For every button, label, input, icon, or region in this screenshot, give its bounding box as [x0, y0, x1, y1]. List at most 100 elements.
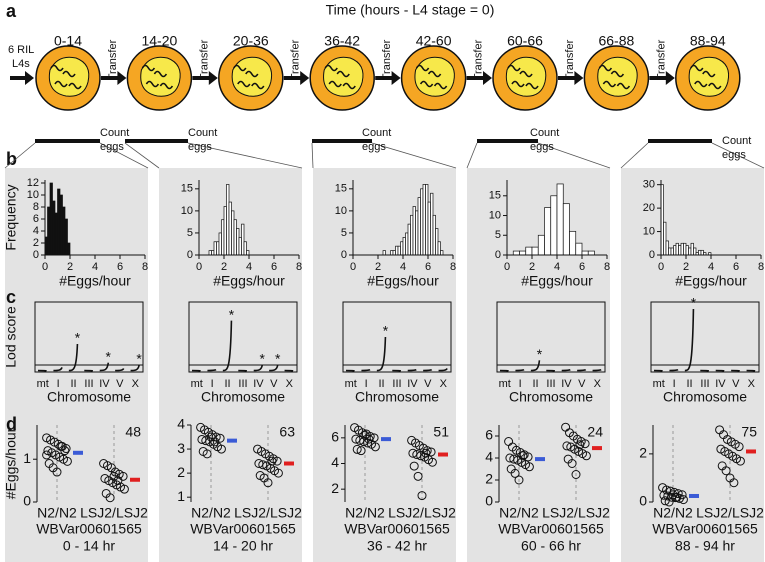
histogram-bar: [427, 201, 431, 256]
mean-marker: [746, 449, 756, 454]
arrow-head: [483, 71, 492, 85]
arrow-head: [574, 71, 584, 85]
interval-label: 66-88: [598, 33, 634, 49]
data-point: [518, 451, 528, 461]
histogram-bar: [231, 210, 235, 256]
histogram-bar: [562, 203, 570, 256]
x-tick-label: mt: [499, 378, 511, 390]
data-point: [105, 493, 115, 503]
mean-marker: [130, 477, 140, 482]
data-point: [202, 449, 212, 459]
worm: [68, 82, 82, 90]
histogram-bar: [64, 218, 68, 256]
histogram-bar: [382, 250, 386, 256]
histogram-bar: [223, 206, 227, 256]
significance-star: *: [106, 348, 112, 364]
histogram-bar: [680, 242, 684, 256]
data-point: [416, 451, 426, 461]
data-point: [61, 444, 71, 454]
x-tick-label: X: [132, 378, 140, 390]
category-label: N2/N2: [191, 505, 231, 521]
histogram-bar: [422, 184, 426, 256]
x-tick-label: I: [211, 378, 214, 390]
histogram-bar: [415, 210, 419, 256]
worm: [610, 70, 625, 78]
arrow-head: [665, 71, 675, 85]
histogram-bar: [216, 241, 220, 256]
x-tick-label: II: [379, 378, 385, 390]
data-point: [352, 444, 362, 454]
worm: [702, 70, 716, 78]
worm: [54, 80, 68, 88]
x-tick-label: 2: [375, 261, 381, 273]
x-tick-label: 8: [296, 261, 302, 273]
data-point: [672, 492, 682, 502]
transfer-label: Transfer: [198, 39, 210, 80]
data-point: [427, 457, 437, 467]
data-point: [272, 456, 282, 466]
time-label: 36 - 42 hr: [367, 538, 427, 554]
x-tick-label: V: [732, 378, 740, 390]
category-label: LSJ2/LSJ2: [234, 505, 302, 521]
significance-star: *: [537, 346, 543, 362]
count-label: Count: [100, 127, 129, 139]
x-tick-label: IV: [561, 378, 572, 390]
y-tick-label: 4: [485, 449, 493, 465]
histogram-bar: [531, 246, 539, 256]
category-label: LSJ2/LSJ2: [542, 505, 610, 521]
connector: [620, 142, 649, 169]
mean-marker: [73, 450, 83, 455]
lod-curve: [68, 343, 79, 372]
x-axis-label: #Eggs/hour: [59, 273, 131, 289]
histogram-bar: [412, 206, 416, 256]
x-tick-label: X: [286, 378, 294, 390]
lod-curve: [130, 364, 140, 372]
histogram-bar: [575, 242, 583, 256]
x-tick-label: III: [392, 378, 401, 390]
x-tick-label: II: [225, 378, 231, 390]
worm: [145, 80, 160, 88]
lod-curve: [530, 360, 541, 372]
data-point: [52, 467, 62, 477]
worm: [159, 82, 174, 90]
category-label: N2/N2: [653, 505, 693, 521]
x-axis-label: Chromosome: [509, 389, 593, 405]
x-tick-label: 4: [708, 261, 714, 273]
count-label: eggs: [362, 141, 386, 153]
lod-curve: [269, 364, 279, 372]
data-point: [113, 476, 123, 486]
histogram-bar: [395, 245, 399, 256]
x-tick-label: III: [546, 378, 555, 390]
histogram-bar: [420, 188, 424, 256]
data-point: [258, 460, 268, 470]
x-tick-label: mt: [37, 378, 49, 390]
bacterial-lawn: [414, 56, 455, 97]
axes: [660, 180, 761, 256]
histogram-bar: [430, 192, 434, 256]
bacterial-lawn: [688, 56, 730, 97]
histogram-bar: [49, 182, 53, 256]
y-tick-label: 10: [643, 225, 655, 237]
data-point: [524, 462, 534, 472]
n-label: 24: [587, 424, 603, 440]
worm: [328, 80, 342, 88]
histogram-bar: [213, 241, 217, 256]
histogram-bar: [581, 250, 589, 256]
histogram-bar: [550, 195, 558, 256]
x-tick-label: 2: [67, 261, 73, 273]
lod-curve: [99, 362, 110, 372]
y-tick-label: 2: [485, 471, 493, 487]
x-axis-label: #Eggs/hour: [521, 273, 593, 289]
interval-label: 20-36: [233, 33, 269, 49]
histogram-bar: [211, 250, 215, 256]
histogram-bar: [435, 228, 439, 256]
plot-frame: [650, 301, 760, 373]
worm: [153, 70, 168, 78]
data-point: [355, 435, 365, 445]
worm: [245, 70, 259, 78]
data-point: [581, 451, 591, 461]
x-axis-label: WBVar00601565: [344, 521, 450, 537]
x-axis-label: Chromosome: [663, 389, 747, 405]
lod-curve: [222, 320, 233, 372]
plot-frame: [34, 301, 144, 373]
